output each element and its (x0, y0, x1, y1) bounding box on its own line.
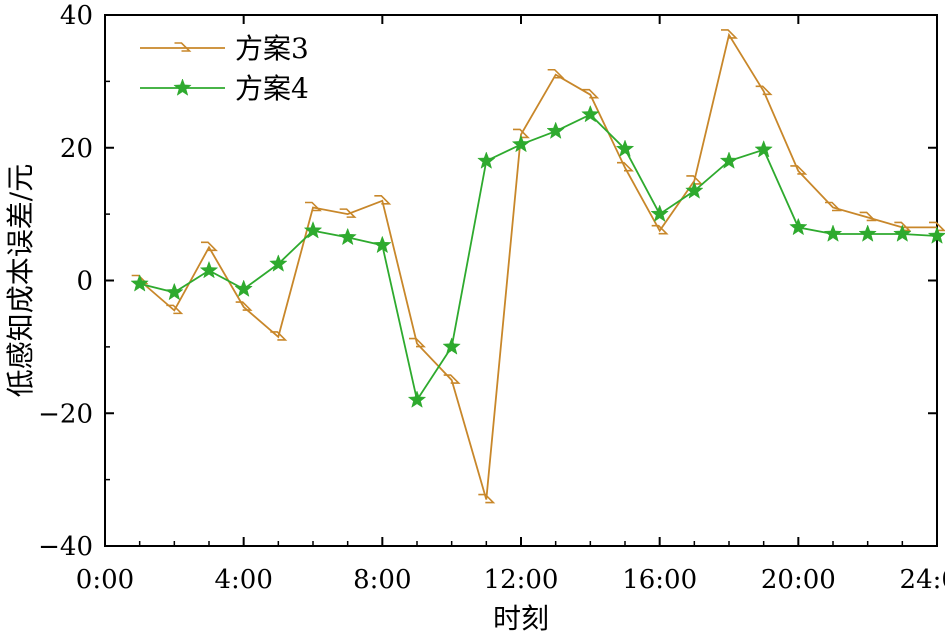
star-marker (754, 139, 773, 158)
tick-marker (235, 301, 253, 311)
star-marker (511, 134, 531, 153)
plot-area (104, 14, 938, 547)
tick-marker (547, 68, 565, 79)
series-line (139, 113, 938, 403)
tick-marker (617, 161, 634, 172)
axes: 0:00 4:00 8:00 12:00 16:00 20:00 24:00 −40 −20 0 2… (4, 1, 945, 635)
series-2 (130, 104, 945, 408)
tick-marker (443, 374, 461, 384)
x-axis-title: 时刻 (493, 602, 549, 635)
star-marker (199, 260, 219, 279)
star-marker (173, 78, 192, 96)
tick-marker (790, 165, 808, 175)
tick-marker (513, 128, 530, 139)
star-marker (338, 227, 357, 246)
star-marker (303, 220, 323, 239)
star-marker (373, 235, 392, 254)
tick-marker (478, 493, 496, 504)
tick-marker (894, 221, 912, 232)
tick-marker (305, 201, 322, 212)
star-marker (581, 104, 600, 123)
star-marker (269, 254, 288, 272)
star-marker (442, 337, 461, 355)
tick-marker (409, 337, 426, 348)
tick-marker (721, 29, 738, 39)
y-axis-title: 低感知成本误差/元 (4, 164, 37, 397)
star-marker (546, 121, 565, 139)
star-marker (234, 279, 253, 297)
y-tick-label: 40 (60, 1, 93, 31)
x-tick-label: 20:00 (761, 565, 836, 595)
tick-marker (825, 201, 842, 212)
star-marker (858, 224, 877, 242)
tick-marker (166, 304, 184, 315)
tick-marker (651, 224, 669, 235)
tick-marker (755, 85, 773, 96)
star-marker (685, 181, 704, 199)
x-tick-label: 16:00 (622, 565, 697, 595)
star-marker (130, 274, 149, 292)
y-tick-label: 20 (60, 134, 93, 164)
legend-label: 方案3 (235, 32, 309, 65)
y-tick-label: −20 (38, 399, 93, 429)
tick-marker (686, 175, 704, 185)
tick-marker (201, 241, 218, 252)
x-tick-label: 24:00 (900, 565, 945, 595)
x-tick-label: 8:00 (353, 565, 411, 595)
star-marker (650, 204, 669, 222)
star-marker (927, 226, 945, 244)
star-marker (165, 282, 184, 301)
star-marker (477, 151, 496, 169)
tick-marker (270, 331, 288, 341)
star-marker (789, 217, 808, 236)
legend-label: 方案4 (235, 72, 309, 105)
tick-marker (374, 195, 392, 205)
star-marker (407, 390, 427, 408)
tick-marker (859, 211, 877, 222)
star-marker (615, 139, 635, 157)
star-marker (719, 151, 739, 169)
y-tick-label: 0 (76, 267, 93, 297)
tick-marker (174, 42, 192, 52)
tick-marker (582, 88, 600, 99)
tick-marker (339, 208, 357, 218)
tick-marker (929, 221, 945, 232)
x-tick-label: 12:00 (484, 565, 559, 595)
y-tick-label: −40 (38, 532, 93, 562)
x-tick-label: 0:00 (76, 565, 134, 595)
series-1 (131, 29, 945, 504)
x-tick-label: 4:00 (214, 565, 272, 595)
plot-frame (104, 14, 938, 547)
series-layer (130, 29, 945, 504)
star-marker (823, 224, 843, 242)
star-marker (893, 224, 912, 242)
